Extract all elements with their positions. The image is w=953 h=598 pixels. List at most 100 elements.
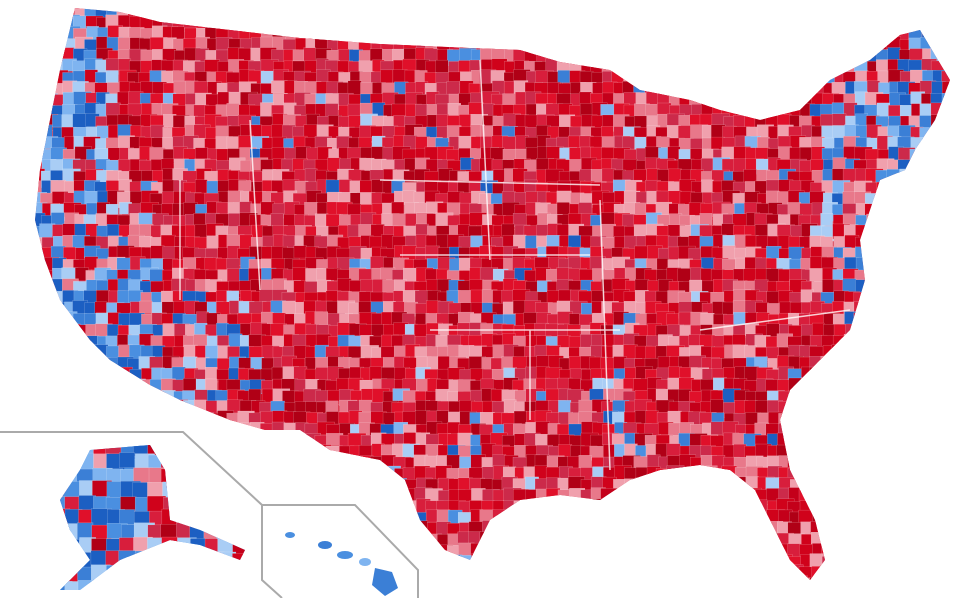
county: [176, 552, 195, 569]
county: [468, 531, 481, 545]
county: [668, 555, 684, 570]
county: [877, 445, 890, 463]
county: [175, 565, 193, 583]
county: [63, 456, 79, 471]
county: [942, 291, 950, 306]
county: [710, 478, 725, 493]
county: [899, 477, 913, 494]
county: [402, 511, 416, 525]
county: [932, 280, 947, 297]
county: [402, 190, 416, 204]
county: [436, 26, 451, 42]
county: [195, 147, 209, 160]
county: [260, 443, 273, 459]
county: [843, 553, 861, 568]
county: [260, 490, 274, 504]
county: [614, 60, 629, 73]
county: [272, 543, 287, 557]
county: [702, 533, 719, 548]
county: [590, 37, 606, 52]
county: [744, 576, 759, 580]
county: [416, 532, 431, 549]
county: [338, 8, 353, 22]
county: [767, 25, 785, 39]
county: [146, 579, 166, 590]
county: [53, 532, 67, 547]
county: [920, 522, 938, 538]
county: [854, 346, 870, 364]
county: [844, 413, 860, 430]
county: [35, 303, 45, 317]
county: [887, 280, 901, 296]
county: [911, 302, 927, 316]
county: [712, 468, 727, 485]
county: [590, 554, 609, 568]
county: [568, 498, 584, 512]
county: [183, 15, 198, 29]
county: [743, 71, 760, 86]
county: [921, 137, 939, 152]
county: [931, 16, 949, 32]
county: [921, 8, 937, 20]
county: [40, 388, 59, 404]
county: [910, 454, 926, 471]
county: [306, 467, 324, 483]
county: [910, 543, 925, 559]
county: [271, 477, 287, 495]
county: [910, 488, 927, 502]
county: [74, 421, 89, 440]
county: [138, 554, 152, 571]
county: [777, 588, 795, 598]
county: [920, 281, 936, 296]
county: [854, 389, 870, 405]
county: [227, 443, 247, 459]
county: [39, 323, 57, 337]
county: [909, 247, 928, 262]
county: [722, 8, 740, 24]
county: [831, 445, 846, 459]
county: [403, 15, 420, 29]
county: [325, 103, 339, 118]
county: [207, 433, 223, 448]
county: [40, 70, 59, 85]
county: [601, 521, 617, 535]
county: [931, 467, 945, 480]
county: [657, 498, 676, 515]
county: [613, 50, 632, 64]
county: [524, 543, 538, 556]
county: [84, 366, 100, 384]
county: [754, 81, 770, 96]
county: [811, 8, 825, 23]
county: [470, 14, 485, 31]
county: [35, 412, 46, 426]
county: [911, 267, 926, 285]
county: [689, 477, 704, 493]
county: [887, 487, 902, 503]
county: [932, 268, 948, 283]
county: [646, 490, 664, 504]
county: [833, 412, 848, 429]
county: [35, 532, 46, 550]
county: [261, 14, 279, 32]
county: [589, 520, 606, 535]
county: [844, 8, 860, 21]
county: [644, 543, 659, 560]
county: [832, 50, 849, 66]
county: [646, 47, 665, 64]
county: [592, 587, 609, 598]
county: [832, 401, 851, 415]
county: [64, 366, 78, 384]
county: [62, 542, 81, 558]
county: [941, 301, 950, 317]
county: [479, 531, 497, 545]
county: [581, 566, 600, 580]
county: [513, 564, 530, 580]
county: [944, 542, 950, 560]
county: [820, 400, 838, 415]
county: [231, 522, 245, 541]
county: [790, 444, 808, 457]
county: [756, 93, 776, 108]
county: [875, 322, 894, 341]
county: [845, 476, 861, 489]
county: [270, 500, 287, 515]
